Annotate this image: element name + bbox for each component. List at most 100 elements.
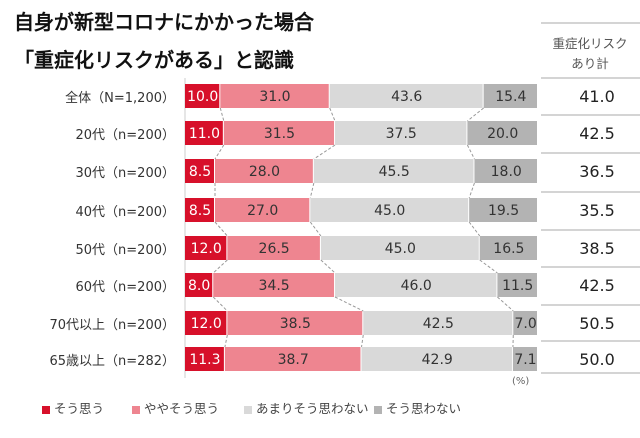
category-label: 65歳以上（n=282） xyxy=(49,354,176,369)
legend-item: そう思わない xyxy=(374,398,461,417)
connector-line xyxy=(224,334,228,348)
connector-line xyxy=(329,107,336,122)
total-value: 42.5 xyxy=(579,276,615,295)
total-value: 35.5 xyxy=(579,201,615,220)
legend-label: そう思わない xyxy=(386,401,462,416)
data-label: 15.4 xyxy=(495,89,526,105)
legend-item: そう思う xyxy=(42,398,104,417)
unit-label: (%) xyxy=(512,376,530,387)
legend-swatch xyxy=(42,405,50,414)
data-label: 27.0 xyxy=(247,203,278,219)
category-label: 30代（n=200） xyxy=(75,166,176,181)
bar-segment xyxy=(223,121,335,145)
legend-label: そう思う xyxy=(54,401,105,416)
connector-line xyxy=(313,144,336,160)
connector-line xyxy=(497,296,514,312)
total-value: 50.5 xyxy=(579,314,615,333)
data-label: 38.5 xyxy=(280,316,311,332)
legend-label: ややそう思う xyxy=(144,401,220,416)
total-value: 42.5 xyxy=(579,124,615,143)
category-label: 60代（n=200） xyxy=(75,280,176,295)
bar-segment xyxy=(185,198,215,222)
category-label: 20代（n=200） xyxy=(75,128,176,143)
bar-segment xyxy=(185,121,223,145)
data-label: 12.0 xyxy=(191,241,222,257)
bar-segment xyxy=(227,236,320,260)
data-label: 8.5 xyxy=(189,164,211,180)
bar-segment xyxy=(513,311,537,335)
data-label: 37.5 xyxy=(386,126,417,142)
data-label: 12.0 xyxy=(191,316,222,332)
data-label: 45.0 xyxy=(374,203,405,219)
data-label: 43.6 xyxy=(391,89,422,105)
data-label: 16.5 xyxy=(493,241,524,257)
data-label: 7.0 xyxy=(515,316,537,332)
data-label: 31.5 xyxy=(264,126,295,142)
bar-segment xyxy=(329,84,483,108)
bar-segment xyxy=(483,84,537,108)
data-label: 26.5 xyxy=(259,241,290,257)
bar-segment xyxy=(185,347,224,371)
total-value: 38.5 xyxy=(579,239,615,258)
connector-line xyxy=(479,259,498,274)
connector-line xyxy=(219,107,225,122)
legend-swatch xyxy=(132,405,140,414)
data-label: 38.7 xyxy=(278,352,309,368)
data-label: 11.0 xyxy=(189,126,220,142)
connector-line xyxy=(212,296,228,312)
legend-label: あまりそう思わない xyxy=(256,401,369,416)
total-value: 36.5 xyxy=(579,162,615,181)
connector-line xyxy=(466,144,475,160)
bar-segment xyxy=(361,347,512,371)
bar-segment xyxy=(185,159,215,183)
total-header: 重症化リスク あり計 xyxy=(540,34,640,74)
bar-segment xyxy=(220,84,329,108)
bar-segment xyxy=(215,159,313,183)
connector-line xyxy=(361,334,364,348)
data-label: 42.5 xyxy=(423,316,454,332)
legend-item: ややそう思う xyxy=(132,398,219,417)
total-header-line-2: あり計 xyxy=(571,56,609,71)
bar-segment xyxy=(512,347,537,371)
data-label: 18.0 xyxy=(491,164,522,180)
data-label: 45.5 xyxy=(379,164,410,180)
legend-item: あまりそう思わない xyxy=(244,398,369,417)
bar-segment xyxy=(467,121,537,145)
data-label: 11.3 xyxy=(189,352,220,368)
data-label: 20.0 xyxy=(487,126,518,142)
total-value: 50.0 xyxy=(579,350,615,369)
bar-segment xyxy=(313,159,474,183)
data-label: 10.0 xyxy=(187,89,218,105)
connector-line xyxy=(214,221,228,237)
category-label: 全体（N=1,200） xyxy=(65,91,175,106)
bar-segment xyxy=(213,273,335,297)
bar-segment xyxy=(185,311,227,335)
chart-title-line-1: 自身が新型コロナにかかった場合 xyxy=(14,10,314,34)
bar-segment xyxy=(497,273,537,297)
bar-segment xyxy=(474,159,537,183)
data-label: 42.9 xyxy=(422,352,453,368)
connector-line xyxy=(468,182,475,199)
total-value: 41.0 xyxy=(579,87,615,106)
data-label: 19.5 xyxy=(488,203,519,219)
legend-swatch xyxy=(244,405,252,414)
bar-segment xyxy=(185,236,227,260)
bar-segment xyxy=(335,273,497,297)
bar-segment xyxy=(479,236,537,260)
data-label: 8.0 xyxy=(188,278,210,294)
bar-segment xyxy=(335,121,467,145)
connector-line xyxy=(309,221,322,237)
bar-segment xyxy=(215,198,310,222)
data-label: 11.5 xyxy=(502,278,533,294)
data-label: 31.0 xyxy=(259,89,290,105)
data-label: 7.1 xyxy=(514,352,536,368)
category-label: 40代（n=200） xyxy=(75,205,176,220)
chart-title-line-2: 「重症化リスクがある」と認識 xyxy=(14,48,294,72)
bar-segment xyxy=(224,347,361,371)
connector-line xyxy=(334,296,364,312)
bar-segment xyxy=(469,198,537,222)
data-label: 45.0 xyxy=(385,241,416,257)
bar-segment xyxy=(320,236,479,260)
